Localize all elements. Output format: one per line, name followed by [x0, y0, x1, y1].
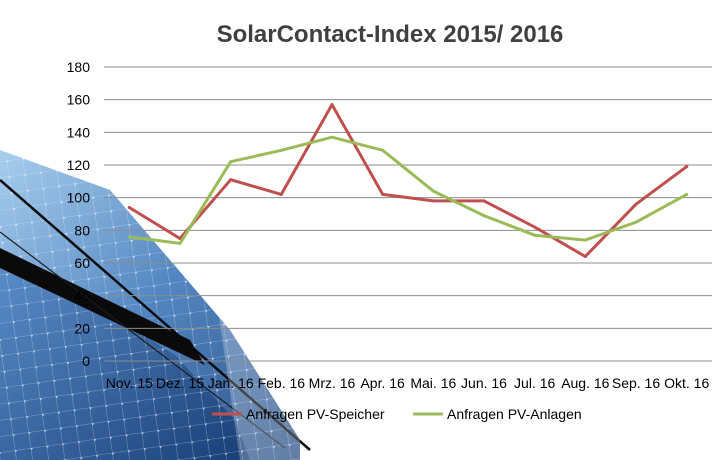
data-point: [482, 214, 486, 218]
data-point: [533, 225, 537, 229]
x-tick-label: Jul. 16: [514, 375, 555, 391]
x-tick-label: Apr. 16: [360, 375, 405, 391]
legend-label: Anfragen PV-Anlagen: [447, 406, 582, 422]
x-tick-label: Jun. 16: [461, 375, 507, 391]
x-tick-label: Feb. 16: [258, 375, 306, 391]
data-point: [634, 202, 638, 206]
series-line-1: [127, 103, 689, 258]
data-point: [431, 199, 435, 203]
chart-title: SolarContact-Index 2015/ 2016: [217, 21, 564, 48]
data-point: [533, 233, 537, 237]
x-tick-label: Mrz. 16: [309, 375, 356, 391]
data-point: [279, 192, 283, 196]
data-point: [634, 220, 638, 224]
data-point: [127, 235, 131, 239]
data-point: [279, 148, 283, 152]
y-tick-label: 80: [74, 222, 90, 238]
y-tick-label: 20: [74, 320, 90, 336]
data-point: [127, 205, 131, 209]
series-lines: [127, 103, 689, 258]
y-tick-label: 0: [82, 353, 90, 369]
data-point: [583, 238, 587, 242]
x-tick-label: Jan. 16: [208, 375, 254, 391]
data-point: [583, 254, 587, 258]
solar-panel-image: [0, 150, 311, 460]
x-axis-ticks: Nov. 15 Dez. 15 Jan. 16 Feb. 16 Mrz. 16 Apr. …: [106, 375, 710, 391]
data-point: [330, 135, 334, 139]
y-tick-label: 120: [67, 157, 91, 173]
legend-label: Anfragen PV-Speicher: [246, 406, 385, 422]
data-point: [431, 189, 435, 193]
data-point: [229, 160, 233, 164]
data-point: [381, 148, 385, 152]
data-point: [178, 241, 182, 245]
data-point: [381, 192, 385, 196]
x-tick-label: Sep. 16: [612, 375, 660, 391]
y-tick-label: 180: [67, 59, 91, 75]
gridlines: [104, 66, 712, 362]
y-tick-label: 40: [74, 288, 90, 304]
data-point: [229, 178, 233, 182]
series-line-2: [127, 135, 689, 245]
data-point: [330, 103, 334, 107]
y-tick-label: 100: [67, 190, 91, 206]
x-tick-label: Nov. 15: [106, 375, 153, 391]
y-tick-label: 60: [74, 255, 90, 271]
x-tick-label: Okt. 16: [664, 375, 709, 391]
data-point: [685, 165, 689, 169]
data-point: [685, 192, 689, 196]
x-tick-label: Mai. 16: [410, 375, 456, 391]
y-axis-ticks: 0 20 40 60 80 100 120 140 160 180: [67, 59, 91, 369]
x-tick-label: Aug. 16: [561, 375, 609, 391]
y-tick-label: 160: [67, 92, 91, 108]
y-tick-label: 140: [67, 124, 91, 140]
data-point: [482, 199, 486, 203]
x-tick-label: Dez. 15: [156, 375, 204, 391]
data-point: [178, 237, 182, 240]
legend: Anfragen PV-Speicher Anfragen PV-Anlagen: [212, 406, 582, 422]
